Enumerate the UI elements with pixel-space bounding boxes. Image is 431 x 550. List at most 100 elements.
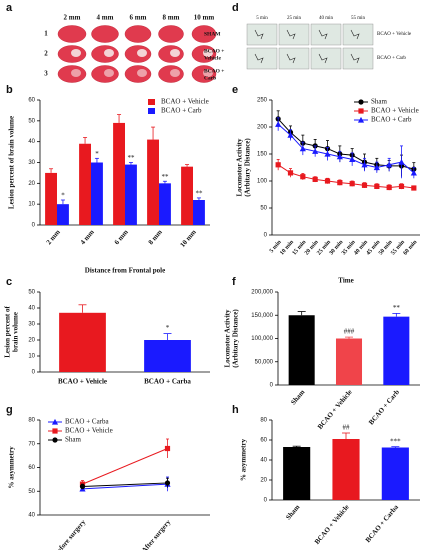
marker [275,162,281,168]
row-label: BCAO + Carb [377,56,406,61]
x-tick-label: 2 mm [45,228,62,246]
bar [159,183,171,225]
bar [193,200,205,225]
bar [332,439,360,500]
marker [349,181,355,187]
bar [147,139,159,225]
lesion [170,49,180,57]
significance: ## [343,424,351,432]
y-tick-label: 10 [28,354,35,360]
bar [335,338,363,385]
x-tick-label: BCAO + Vehicle [58,378,107,386]
y-tick-label: 30 [28,160,35,166]
marker [386,161,393,168]
marker [312,148,319,154]
y-tick-label: 0 [264,233,268,239]
panel-letter: d [232,2,239,14]
panel-letter: e [232,84,238,96]
lesion [203,69,213,77]
y-tick-label: 100,000 [251,336,273,342]
x-axis-label: Time [338,277,353,285]
y-axis-label: % asymmetry [8,446,16,489]
column-label: 4 mm [97,14,114,22]
row-label: Vehicle [204,55,221,61]
significance: ** [195,190,203,198]
y-tick-label: 50,000 [255,359,274,365]
y-tick-label: 60 [28,98,35,104]
lesion [104,49,114,57]
y-tick-label: 80 [28,418,35,424]
significance: ** [127,154,135,162]
significance: ### [344,328,355,336]
y-tick-label: 50 [28,489,35,495]
marker [336,153,343,160]
y-tick-label: 150,000 [251,313,273,319]
marker [398,159,405,165]
lesion [137,49,147,57]
panel-letter: b [6,84,13,96]
marker [51,418,59,425]
series-line [277,123,415,174]
track [254,53,264,64]
marker [287,132,294,138]
y-axis-label: Lesion percent of brain volume [8,116,16,209]
y-tick-label: 30 [28,322,35,328]
marker [361,161,368,168]
lesion [104,69,114,77]
x-tick-label: After surgery [140,518,172,550]
y-tick-label: 60 [260,438,267,444]
row-number: 2 [44,50,48,58]
x-tick-label: 4 mm [79,228,96,246]
time-label: 40 min [319,16,334,21]
y-tick-label: 80 [260,418,267,424]
lesion [170,69,180,77]
x-tick-label: BCAO + Carb [367,388,401,426]
row-label: BCAO + Vehicle [377,32,412,37]
marker [410,169,417,176]
track [254,29,264,40]
marker [398,183,405,189]
significance: * [166,324,170,332]
time-label: 5 min [256,16,268,21]
x-tick-label: Sham [284,503,301,521]
y-tick-label: 50 [28,118,35,124]
y-tick-label: 70 [28,441,35,447]
y-axis-label: Lesion percent of [4,306,12,358]
panel-letter: f [232,276,236,288]
row-number: 3 [44,70,48,78]
series-line [82,483,168,490]
track [286,53,296,64]
marker [275,121,282,127]
y-tick-label: 40 [28,139,35,145]
panel-letter: h [232,404,239,416]
marker [324,178,331,184]
marker [373,164,380,171]
significance: *** [390,437,401,445]
y-axis-label: (Arbitary Distance) [244,138,252,197]
brain-slice [124,25,152,43]
y-tick-label: 0 [264,498,268,504]
legend-label: BCAO + Vehicle [65,427,113,435]
bar [57,204,69,225]
time-label: 55 min [351,16,366,21]
marker [374,183,380,189]
y-tick-label: 50 [28,290,35,296]
marker [358,108,364,114]
series-line [82,482,168,487]
marker [337,180,343,186]
track [318,53,328,64]
lesion [203,49,213,57]
bar [59,312,106,372]
x-tick-label: 8 mm [147,228,164,246]
series-line [277,164,414,189]
marker [300,174,306,180]
brain-slice [91,25,119,43]
marker [52,437,58,443]
legend-label: Sham [371,98,388,106]
x-tick-label: BCAO + Vehicle [313,503,351,546]
y-tick-label: 60 [28,465,35,471]
lesion [71,69,81,77]
y-tick-label: 150 [257,152,268,158]
y-tick-label: 20 [28,181,35,187]
marker [411,185,417,191]
